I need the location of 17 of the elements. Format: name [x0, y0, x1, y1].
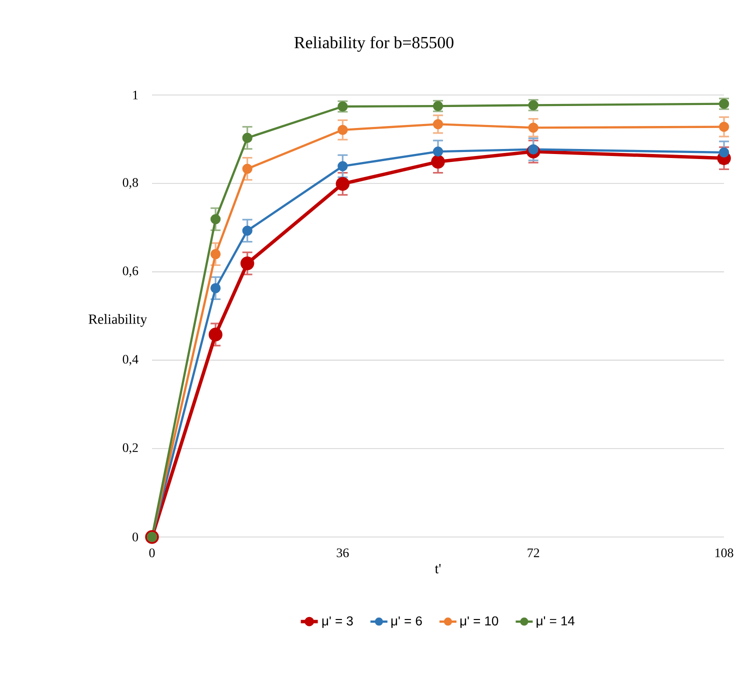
legend-label: μ' = 3 — [322, 616, 353, 628]
y-tick-label: 0,6 — [122, 266, 138, 278]
legend-label: μ' = 10 — [460, 616, 498, 628]
legend-label: μ' = 14 — [536, 616, 575, 628]
x-tick-label: 108 — [715, 548, 734, 558]
y-tick-label: 1 — [133, 90, 138, 100]
x-tick-label: 72 — [528, 548, 540, 558]
y-tick-label: 0,2 — [122, 443, 138, 454]
x-axis-title: t' — [434, 564, 441, 574]
legend-label: μ' = 6 — [391, 616, 422, 628]
y-tick-label: 0 — [132, 532, 138, 542]
chart-title: Reliability for b=85500 — [294, 36, 454, 52]
x-tick-label: 36 — [336, 548, 349, 558]
y-tick-label: 0,8 — [122, 178, 138, 189]
x-tick-label: 0 — [149, 548, 155, 558]
y-axis-title: Reliability — [88, 314, 148, 327]
y-tick-label: 0,4 — [122, 354, 138, 366]
